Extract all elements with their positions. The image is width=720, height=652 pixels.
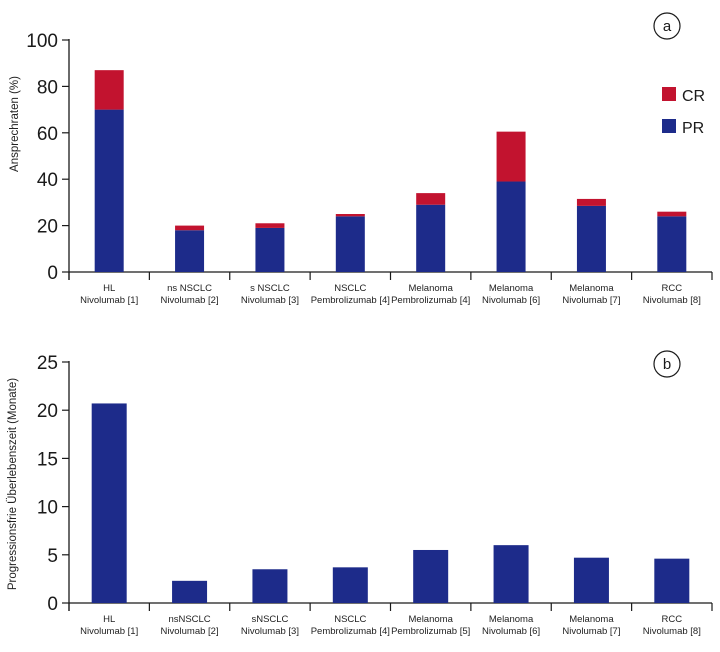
x-tick-label-b: Nivolumab [6] [482,626,540,637]
y-tick-label-a: 0 [47,263,58,284]
x-tick-label-a: Nivolumab [6] [482,295,540,306]
x-tick-label-a: RCC [662,283,683,294]
bar-b-value [654,558,690,603]
y-axis-label-a: Ansprechraten (%) [9,76,21,172]
x-tick-label-a: Nivolumab [8] [643,295,701,306]
x-tick-label-b: Nivolumab [8] [643,626,701,637]
x-tick-label-a: Melanoma [569,283,614,294]
y-tick-label-b: 10 [37,498,58,519]
x-tick-label-a: Melanoma [489,283,534,294]
panel-label-b: b [663,356,671,373]
x-tick-label-a: ns NSCLC [167,283,212,294]
bar-a-cr [94,70,124,110]
bar-b-value [413,549,449,603]
y-axis-label-b: Progressionsfrie Überlebenszeit (Monate) [7,378,19,590]
bar-b-value [252,569,288,603]
x-tick-label-a: s NSCLC [250,283,290,294]
x-tick-label-b: RCC [662,614,683,625]
x-tick-label-a: Pembrolizumab [4] [311,295,390,306]
x-tick-label-b: Melanoma [489,614,534,625]
bar-a-cr [657,211,687,217]
x-tick-label-a: Nivolumab [7] [562,295,620,306]
y-tick-label-b: 15 [37,449,58,470]
y-tick-label-b: 5 [47,546,58,567]
legend-label-cr: CR [682,88,705,105]
bar-b-value [332,567,368,603]
y-tick-label-a: 80 [37,77,58,98]
x-tick-label-a: Nivolumab [3] [241,295,299,306]
bar-a-pr [175,230,205,272]
panel-label-a: a [663,18,672,35]
y-tick-label-b: 25 [37,353,58,374]
bar-a-cr [335,214,365,217]
x-tick-label-a: Melanoma [409,283,454,294]
x-tick-label-b: Nivolumab [7] [562,626,620,637]
x-tick-label-b: Pembrolizumab [5] [391,626,470,637]
legend-swatch-pr [662,119,676,133]
x-tick-label-a: Nivolumab [2] [161,295,219,306]
x-tick-label-a: Nivolumab [1] [80,295,138,306]
bar-b-value [91,403,127,603]
bar-b-value [172,580,208,603]
x-tick-label-a: Pembrolizumab [4] [391,295,470,306]
y-tick-label-a: 20 [37,217,58,238]
x-tick-label-b: sNSCLC [251,614,288,625]
pfs-chart: b Progressionsfrie Überlebenszeit (Monat… [7,350,713,637]
x-tick-label-a: HL [103,283,115,294]
legend-swatch-cr [662,87,676,101]
bar-a-pr [657,216,687,272]
y-tick-label-b: 20 [37,401,58,422]
bar-a-cr [496,131,526,182]
x-tick-label-b: Pembrolizumab [4] [311,626,390,637]
panel-label-circle-b [653,350,681,378]
bar-a-pr [94,109,124,272]
panel-label-circle-a [653,12,681,40]
bar-a-pr [416,204,446,272]
bar-a-pr [496,181,526,272]
x-tick-label-a: NSCLC [334,283,366,294]
x-tick-label-b: Nivolumab [1] [80,626,138,637]
x-tick-label-b: nsNSCLC [168,614,210,625]
response-rate-chart: a Ansprechraten (%) CR PR 0 20 40 60 80 100 HL… [9,12,713,306]
x-tick-label-b: Melanoma [569,614,614,625]
bar-b-value [493,545,529,603]
bar-a-cr [255,223,285,228]
y-tick-label-a: 100 [26,31,58,52]
bar-a-pr [576,205,606,272]
bar-a-pr [335,216,365,272]
x-tick-label-b: Nivolumab [3] [241,626,299,637]
legend-label-pr: PR [682,120,704,137]
y-tick-label-b: 0 [47,594,58,615]
bar-a-pr [255,227,285,272]
legend-a: CR PR [662,87,705,137]
y-tick-label-a: 60 [37,124,58,145]
bar-a-cr [416,193,446,205]
y-tick-label-a: 40 [37,170,58,191]
bar-a-cr [175,225,205,231]
bar-b-value [573,557,609,603]
bar-a-cr [576,198,606,206]
x-tick-label-b: NSCLC [334,614,366,625]
x-tick-label-b: HL [103,614,115,625]
x-tick-label-b: Melanoma [409,614,454,625]
x-tick-label-b: Nivolumab [2] [161,626,219,637]
